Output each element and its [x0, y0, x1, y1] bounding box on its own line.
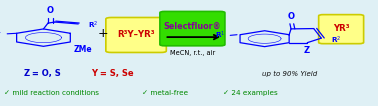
- Text: R$^1$: R$^1$: [215, 30, 226, 41]
- Text: Selectfluor®: Selectfluor®: [164, 22, 221, 30]
- FancyBboxPatch shape: [160, 11, 225, 46]
- Text: ✓ mild reaction conditions: ✓ mild reaction conditions: [4, 90, 99, 96]
- Text: R$^2$: R$^2$: [88, 19, 99, 31]
- Text: ZMe: ZMe: [74, 45, 93, 54]
- Text: Y: Y: [91, 69, 98, 78]
- Text: Z: Z: [24, 69, 30, 78]
- Text: up to 90% Yield: up to 90% Yield: [262, 71, 317, 77]
- Text: ✓ metal-free: ✓ metal-free: [142, 90, 188, 96]
- Text: +: +: [98, 27, 108, 40]
- FancyBboxPatch shape: [106, 17, 166, 52]
- Text: MeCN, r.t., air: MeCN, r.t., air: [170, 50, 215, 56]
- Text: O: O: [288, 12, 295, 21]
- Text: ✓ 24 examples: ✓ 24 examples: [223, 90, 278, 96]
- Text: R$^2$: R$^2$: [331, 35, 341, 46]
- Text: YR³: YR³: [333, 24, 349, 33]
- FancyBboxPatch shape: [319, 15, 364, 44]
- Text: = O, S: = O, S: [29, 69, 61, 78]
- Text: O: O: [47, 6, 54, 15]
- Text: Z: Z: [304, 46, 310, 55]
- Text: = S, Se: = S, Se: [97, 69, 134, 78]
- Text: R³Y–YR³: R³Y–YR³: [117, 30, 155, 39]
- Text: R$^1$: R$^1$: [0, 28, 2, 39]
